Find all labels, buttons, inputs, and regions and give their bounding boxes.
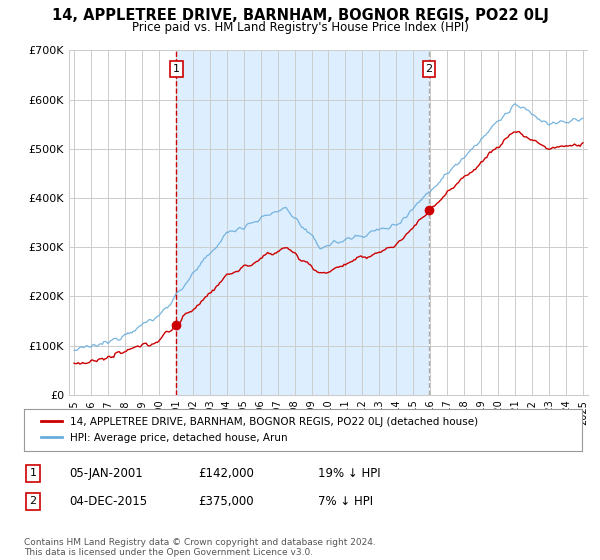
Text: 1: 1: [29, 468, 37, 478]
Text: 1: 1: [173, 64, 180, 74]
Text: 19% ↓ HPI: 19% ↓ HPI: [318, 466, 380, 480]
Text: 7% ↓ HPI: 7% ↓ HPI: [318, 494, 373, 508]
Bar: [176, 50, 429, 395]
Legend: 14, APPLETREE DRIVE, BARNHAM, BOGNOR REGIS, PO22 0LJ (detached house), HPI: Aver: 14, APPLETREE DRIVE, BARNHAM, BOGNOR REG…: [35, 410, 485, 449]
Text: 04-DEC-2015: 04-DEC-2015: [69, 494, 147, 508]
Text: 2: 2: [425, 64, 433, 74]
Text: Price paid vs. HM Land Registry's House Price Index (HPI): Price paid vs. HM Land Registry's House …: [131, 21, 469, 34]
Text: £142,000: £142,000: [198, 466, 254, 480]
Text: 14, APPLETREE DRIVE, BARNHAM, BOGNOR REGIS, PO22 0LJ: 14, APPLETREE DRIVE, BARNHAM, BOGNOR REG…: [52, 8, 548, 24]
Text: £375,000: £375,000: [198, 494, 254, 508]
Text: 05-JAN-2001: 05-JAN-2001: [69, 466, 143, 480]
Text: Contains HM Land Registry data © Crown copyright and database right 2024.
This d: Contains HM Land Registry data © Crown c…: [24, 538, 376, 557]
Text: 2: 2: [29, 496, 37, 506]
